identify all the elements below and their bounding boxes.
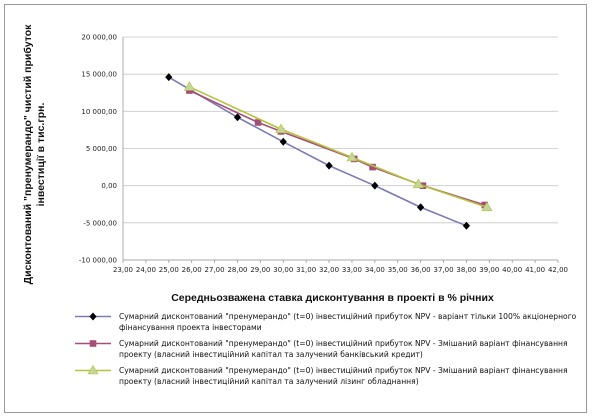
x-tick-label: 31,00	[296, 266, 316, 274]
x-tick-label: 28,00	[227, 266, 247, 274]
x-tick-label: 29,00	[250, 266, 270, 274]
legend-marker	[87, 365, 99, 375]
data-point	[371, 181, 379, 190]
x-axis-title: Середньозважена ставка дисконтування в п…	[171, 292, 494, 304]
legend-label-line: Сумарний дисконтований "пренумерандо" (t…	[119, 366, 568, 375]
legend-marker	[89, 312, 97, 321]
data-point	[183, 81, 195, 91]
x-tick-label: 27,00	[205, 266, 225, 274]
series-group	[165, 73, 493, 230]
data-point	[346, 151, 358, 162]
x-tick-label: 42,00	[548, 266, 568, 274]
x-tick-label: 41,00	[525, 266, 545, 274]
legend-swatch	[75, 365, 111, 375]
series-line	[168, 76, 467, 227]
y-axis-title: Дисконтований "пренумерандо" чистий приб…	[22, 24, 47, 284]
legend-label-line: Сумарний дисконтований "пренумерандо" (t…	[119, 339, 568, 348]
data-point	[165, 73, 173, 82]
series-3	[183, 81, 493, 212]
x-tick-label: 32,00	[319, 266, 339, 274]
y-tick-label: -5 000,00	[83, 219, 117, 227]
legend-label-line: проекту (власний інвестиційний капітал т…	[119, 350, 423, 359]
legend-item-1: Сумарний дисконтований "пренумерандо" (t…	[69, 311, 589, 333]
data-point	[233, 113, 242, 122]
legend: Сумарний дисконтований "пренумерандо" (t…	[69, 311, 589, 392]
y-axis-title-line: інвестиції в тис.грн.	[35, 103, 47, 207]
y-tick-label: 10 000,00	[81, 108, 117, 116]
y-tick-label: -10 000,00	[79, 257, 117, 265]
x-tick-label: 24,00	[136, 266, 156, 274]
legend-label-line: проекту (власний інвестиційний капітал т…	[119, 377, 419, 386]
x-tick-label: 30,00	[273, 266, 293, 274]
data-point	[462, 221, 471, 230]
legend-label-line: фінансування проекта інвесторами	[119, 323, 262, 332]
x-tick-label: 38,00	[456, 266, 476, 274]
x-tick-labels: 23,00 24,00 25,00 26,00 27,00 28,00 29,00 30,00…	[113, 260, 568, 274]
x-tick-label: 36,00	[411, 266, 431, 274]
data-point	[481, 201, 493, 212]
legend-item-3: Сумарний дисконтований "пренумерандо" (t…	[69, 365, 589, 387]
legend-swatch	[75, 340, 111, 347]
x-tick-label: 40,00	[502, 266, 522, 274]
data-point	[412, 178, 424, 188]
series-1	[165, 73, 471, 230]
grid-lines	[122, 36, 558, 261]
data-point	[254, 119, 262, 126]
legend-item-2: Сумарний дисконтований "пренумерандо" (t…	[69, 338, 589, 360]
x-tick-label: 25,00	[159, 266, 179, 274]
data-point	[369, 163, 376, 171]
data-point	[275, 123, 287, 133]
x-tick-label: 39,00	[479, 266, 499, 274]
x-tick-label: 37,00	[434, 266, 454, 274]
chart-frame: -10 000,00 -5 000,00 0,00 5 000,00 10 000,00…	[4, 4, 587, 413]
x-tick-label: 35,00	[388, 266, 408, 274]
legend-label-line: Сумарний дисконтований "пренумерандо" (t…	[119, 312, 577, 321]
x-tick-label: 34,00	[365, 266, 385, 274]
series-line	[189, 86, 488, 208]
x-tick-label: 33,00	[342, 266, 362, 274]
y-tick-labels: -10 000,00 -5 000,00 0,00 5 000,00 10 000,00…	[79, 34, 117, 265]
data-point	[481, 201, 489, 209]
y-axis-title-line: Дисконтований "пренумерандо" чистий приб…	[22, 24, 34, 284]
y-tick-label: 15 000,00	[81, 71, 117, 79]
line-chart: -10 000,00 -5 000,00 0,00 5 000,00 10 000,00…	[22, 24, 568, 304]
data-point	[279, 137, 287, 146]
data-point	[325, 161, 333, 170]
legend-swatch	[75, 312, 111, 321]
x-tick-label: 23,00	[113, 266, 133, 274]
y-tick-label: 0,00	[101, 182, 117, 190]
data-point	[417, 203, 425, 212]
x-tick-label: 26,00	[182, 266, 202, 274]
y-tick-label: 20 000,00	[81, 34, 117, 42]
legend-marker	[89, 340, 97, 347]
y-tick-label: 5 000,00	[86, 145, 117, 153]
